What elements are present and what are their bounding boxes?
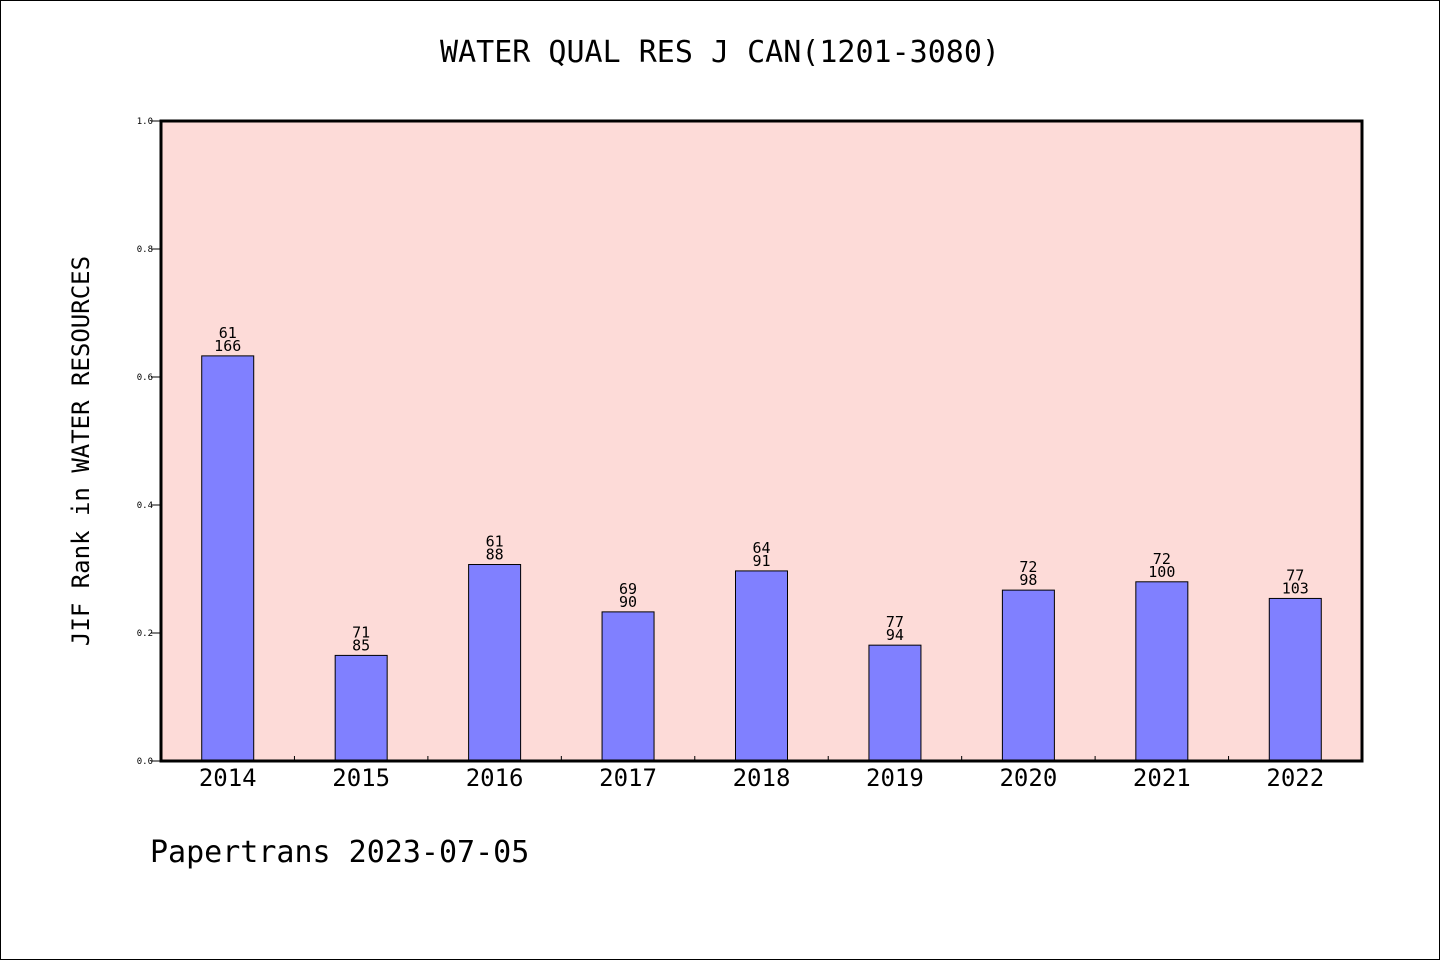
bar — [1268, 597, 1322, 762]
x-tick-label: 2019 — [866, 764, 924, 792]
x-tick-label: 2016 — [466, 764, 524, 792]
bar — [735, 570, 788, 762]
bar-total-label: 91 — [752, 552, 770, 570]
bar — [868, 644, 922, 762]
x-tick-label: 2022 — [1266, 764, 1324, 792]
bar-total-label: 166 — [214, 337, 241, 355]
bar — [201, 355, 255, 762]
bar-total-label: 103 — [1282, 579, 1309, 597]
bar-rank-label: 77 — [886, 613, 904, 631]
bar-total-label: 88 — [486, 546, 504, 564]
x-tick-label: 2021 — [1133, 764, 1191, 792]
y-tick-label: 0.2 — [137, 629, 153, 639]
y-tick-label: 0.6 — [137, 373, 153, 383]
y-tick-label: 0.4 — [137, 501, 153, 511]
y-tick-label: 1.0 — [137, 117, 153, 127]
bar — [468, 564, 522, 762]
bar-rank-label: 69 — [619, 580, 637, 598]
bar-total-label: 100 — [1148, 563, 1175, 581]
bar-total-label: 90 — [619, 593, 637, 611]
bar — [334, 654, 388, 762]
x-tick-label: 2018 — [733, 764, 791, 792]
chart-title: WATER QUAL RES J CAN(1201-3080) — [440, 35, 1000, 70]
x-tick-label: 2017 — [599, 764, 657, 792]
bar-rank-label: 64 — [752, 539, 770, 557]
bar-rank-label: 72 — [1019, 558, 1037, 576]
y-tick-label: 0.8 — [137, 245, 153, 255]
bar-rank-label: 61 — [219, 324, 237, 342]
bar — [1001, 589, 1055, 762]
bar-total-label: 85 — [352, 636, 370, 654]
bar-total-label: 98 — [1019, 571, 1037, 589]
plot-area-border — [159, 119, 1364, 763]
bar — [1135, 581, 1189, 762]
bar-rank-label: 77 — [1286, 566, 1304, 584]
bar-rank-label: 61 — [486, 533, 504, 551]
bar — [601, 611, 655, 762]
x-tick-label: 2014 — [199, 764, 257, 792]
bar-rank-label: 72 — [1153, 550, 1171, 568]
bar-rank-label: 71 — [352, 623, 370, 641]
x-tick-label: 2020 — [999, 764, 1057, 792]
y-tick-label: 0.0 — [137, 757, 153, 767]
x-tick-label: 2015 — [332, 764, 390, 792]
footer-credit: Papertrans 2023-07-05 — [150, 835, 530, 870]
bar-total-label: 94 — [886, 626, 904, 644]
